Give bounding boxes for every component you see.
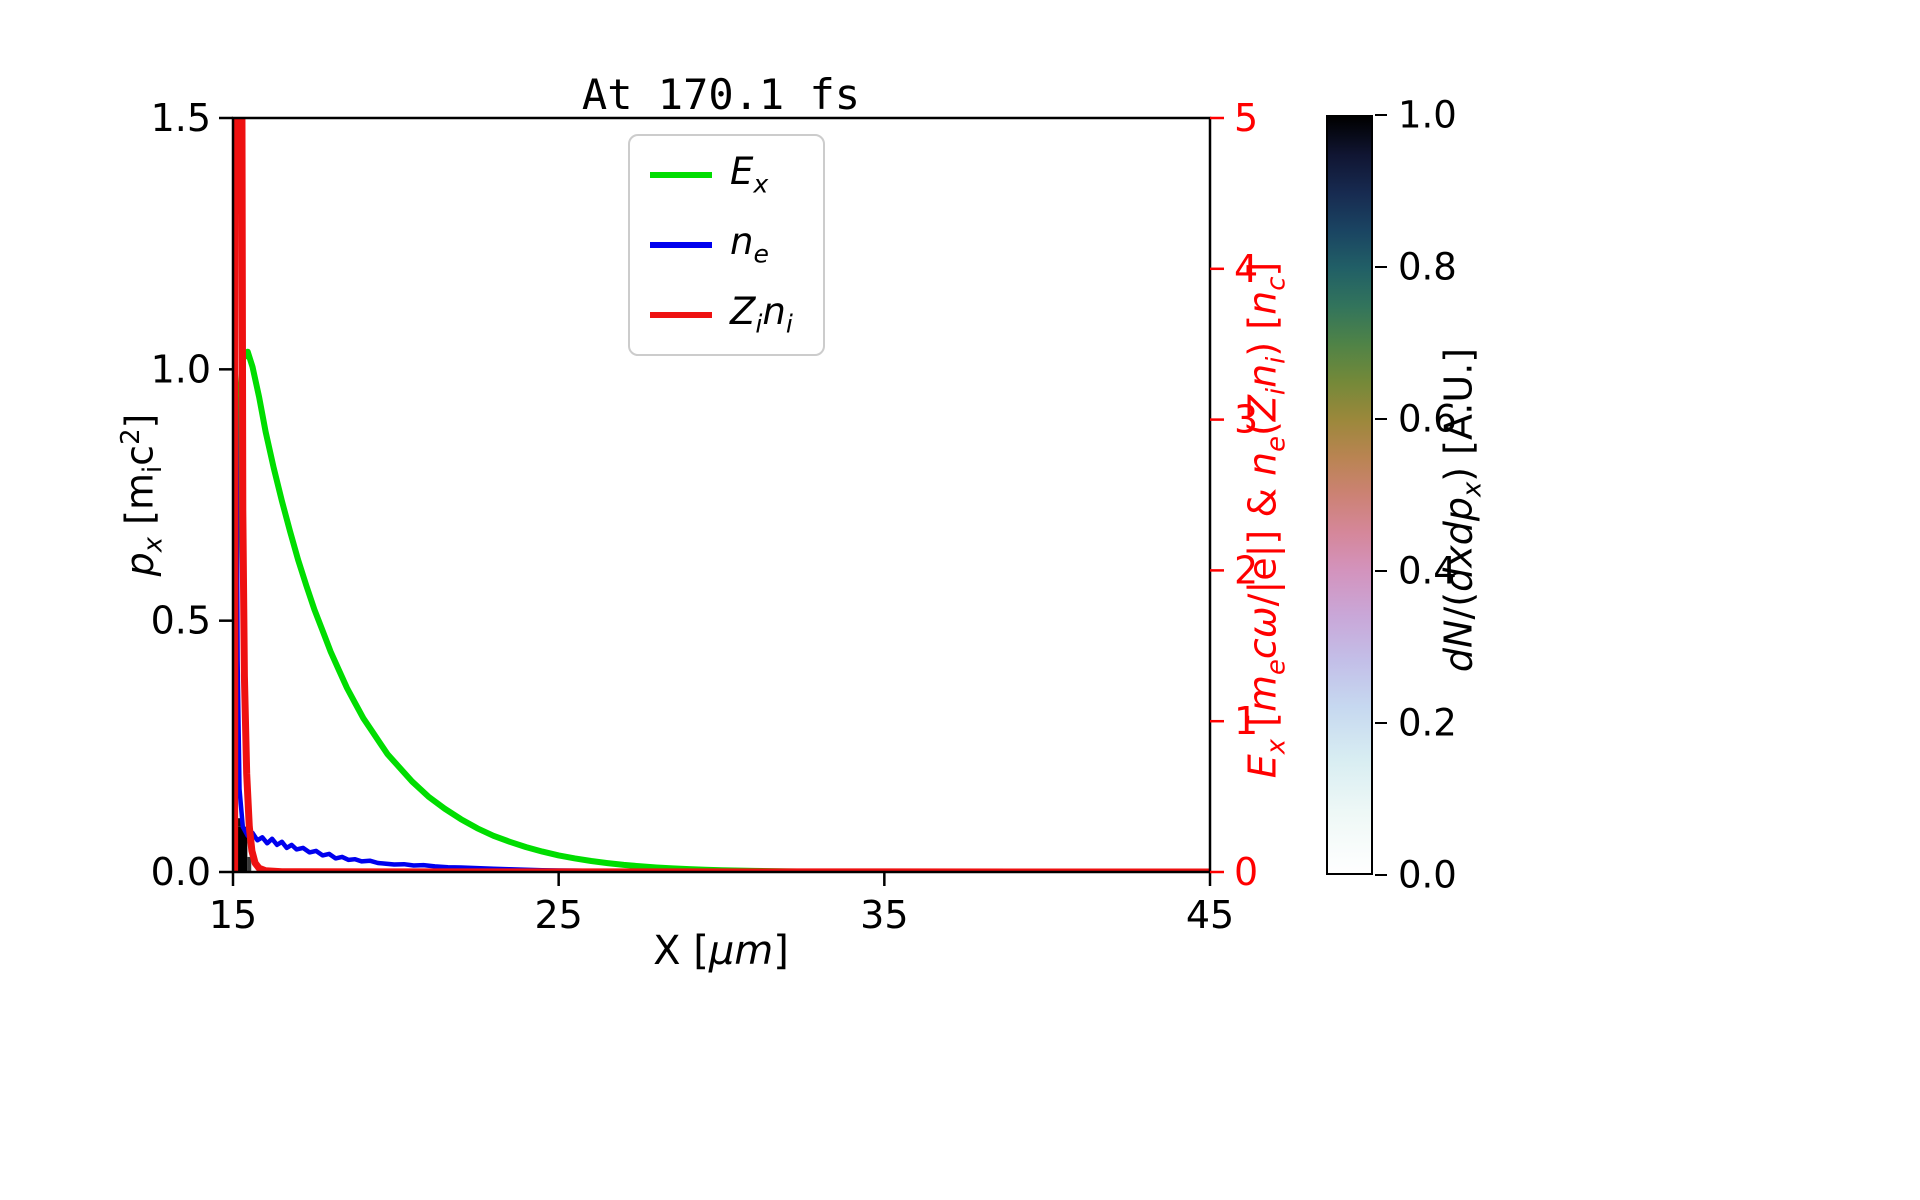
legend-label-zini: Zini	[730, 290, 793, 339]
colorbar-tick-label: 0.0	[1398, 853, 1457, 897]
colorbar-tick	[1375, 113, 1387, 117]
right-y-tick-label: 1	[1234, 699, 1258, 743]
right-y-tick-label: 4	[1234, 247, 1258, 291]
colorbar-tick	[1375, 265, 1387, 269]
x-axis-label: X [μm]	[653, 928, 789, 974]
legend: Ex ne Zini	[628, 134, 825, 357]
x-tick-label: 45	[1186, 893, 1234, 937]
y-axis-label-left: px [mic2]	[115, 413, 169, 577]
right-y-tick-label: 3	[1234, 398, 1258, 442]
right-y-tick-label: 0	[1234, 850, 1258, 894]
left-y-tick-label: 0.5	[151, 599, 211, 643]
series-line-ex	[233, 348, 1210, 872]
colorbar-label: dN/(dxdpx) [A.U.]	[1436, 347, 1488, 673]
legend-line-ex	[650, 172, 712, 179]
legend-item-ex: Ex	[650, 150, 793, 199]
colorbar	[1326, 115, 1373, 875]
legend-label-ex: Ex	[730, 150, 769, 199]
colorbar-tick	[1375, 873, 1387, 877]
left-y-tick-label: 1.0	[151, 347, 211, 391]
colorbar-tick	[1375, 569, 1387, 573]
right-y-tick-label: 5	[1234, 96, 1258, 140]
x-tick-label: 25	[534, 893, 582, 937]
colorbar-tick	[1375, 417, 1387, 421]
legend-line-zini	[650, 312, 712, 319]
series-line-ne	[233, 372, 1210, 872]
left-y-tick-label: 1.5	[151, 96, 211, 140]
legend-item-ne: ne	[650, 220, 793, 269]
x-tick-label: 15	[209, 893, 257, 937]
x-tick-label: 35	[860, 893, 908, 937]
left-y-tick-label: 0.0	[151, 850, 211, 894]
plot-frame	[231, 116, 1212, 874]
colorbar-tick	[1375, 721, 1387, 725]
right-y-tick-label: 2	[1234, 548, 1258, 592]
y-axis-label-right: Ex [mecω/|e|] & ne(Zini) [nc]	[1240, 261, 1292, 779]
colorbar-tick-label: 0.4	[1398, 549, 1457, 593]
legend-item-zini: Zini	[650, 290, 793, 339]
colorbar-tick-label: 0.8	[1398, 245, 1457, 289]
legend-label-ne: ne	[730, 220, 769, 269]
colorbar-tick-label: 0.2	[1398, 701, 1457, 745]
plot-title: At 170.1 fs	[581, 70, 861, 119]
legend-line-ne	[650, 242, 712, 249]
histogram-cell	[247, 856, 252, 872]
colorbar-tick-label: 1.0	[1398, 93, 1457, 137]
colorbar-tick-label: 0.6	[1398, 397, 1457, 441]
